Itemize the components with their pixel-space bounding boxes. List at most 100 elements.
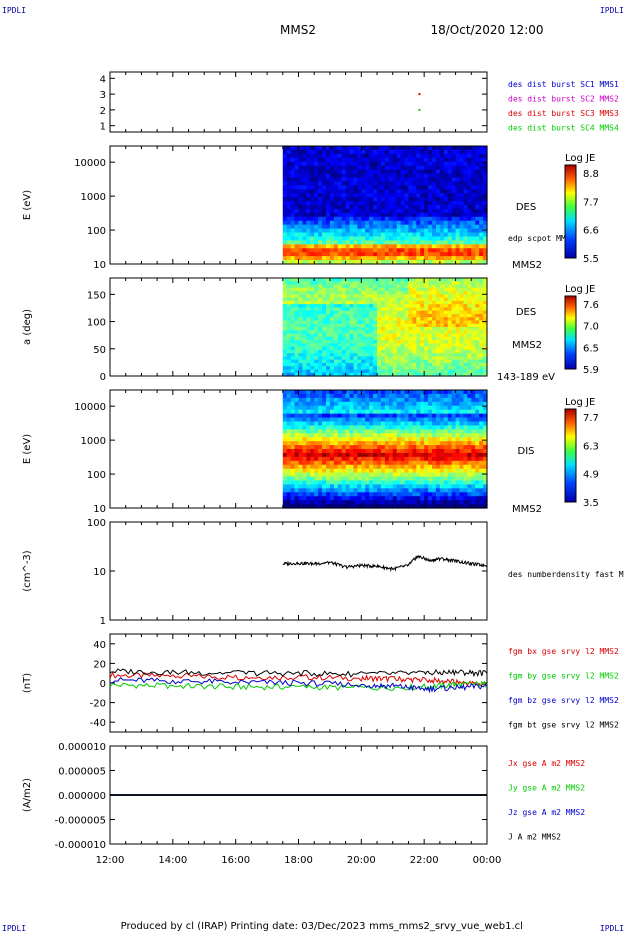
spectrogram-cell (290, 417, 296, 423)
spectrogram-cell (302, 236, 307, 241)
spectrogram-cell (420, 177, 425, 182)
spectrogram-cell (373, 333, 378, 338)
spectrogram-cell (463, 349, 468, 354)
spectrogram-cell (384, 201, 390, 206)
spectrogram-cell (455, 336, 461, 341)
spectrogram-cell (302, 228, 307, 234)
spectrogram-cell (439, 336, 445, 341)
spectrogram-cell (475, 369, 480, 374)
spectrogram-cell (479, 224, 484, 230)
spectrogram-cell (349, 161, 355, 167)
spectrogram-cell (349, 216, 355, 222)
spectrogram-cell (349, 500, 355, 505)
spectrogram-cell (428, 153, 433, 159)
spectrogram-cell (380, 220, 386, 226)
spectrogram-cell (435, 216, 441, 222)
spectrogram-cell (290, 401, 296, 407)
spectrogram-cell (400, 256, 406, 261)
spectrogram-cell (424, 472, 429, 478)
spectrogram-cell (412, 181, 417, 186)
spectrogram-cell (388, 425, 394, 430)
spectrogram-cell (329, 397, 335, 403)
spectrogram-cell (459, 317, 465, 322)
spectrogram-cell (428, 390, 433, 395)
spectrogram-cell (479, 146, 484, 151)
spectrogram-cell (373, 181, 378, 186)
spectrogram-cell (384, 307, 390, 312)
spectrogram-cell (424, 372, 429, 377)
spectrogram-cell (322, 224, 327, 230)
spectrogram-cell (467, 397, 472, 403)
spectrogram-cell (404, 456, 410, 462)
spectrogram-cell (384, 236, 390, 241)
spectrogram-cell (479, 297, 484, 302)
spectrogram-cell (447, 165, 453, 171)
spectrogram-cell (310, 208, 315, 214)
spectrogram-cell (357, 291, 362, 295)
spectrogram-cell (333, 193, 339, 198)
spectrogram-cell (435, 224, 441, 230)
spectrogram-cell (424, 216, 429, 222)
spectrogram-cell (302, 449, 307, 454)
spectrogram-cell (341, 366, 347, 371)
spectrogram-cell (483, 232, 488, 238)
panel-frame (109, 71, 488, 133)
spectrogram-cell (432, 437, 437, 442)
spectrogram-cell (455, 343, 461, 348)
spectrogram-cell (294, 310, 300, 315)
spectrogram-cell (325, 425, 331, 430)
spectrogram-cell (310, 343, 315, 348)
spectrogram-cell (314, 260, 319, 265)
spectrogram-cell (357, 236, 362, 241)
spectrogram-cell (384, 401, 390, 407)
spectrogram-cell (365, 405, 370, 411)
spectrogram-cell (396, 425, 402, 430)
spectrogram-cell (408, 488, 413, 493)
spectrogram-cell (322, 437, 327, 442)
spectrogram-cell (463, 146, 468, 151)
spectrogram-cell (435, 248, 441, 253)
spectrogram-cell (329, 297, 335, 302)
spectrogram-cell (298, 256, 304, 261)
spectrogram-cell (384, 300, 390, 305)
spectrogram-cell (318, 456, 323, 462)
spectrogram-cell (314, 496, 319, 501)
spectrogram-cell (337, 372, 343, 377)
spectrogram-cell (318, 437, 323, 442)
spectrogram-cell (373, 294, 378, 299)
spectrogram-cell (361, 476, 366, 482)
spectrogram-cell (483, 228, 488, 234)
spectrogram-cell (432, 456, 437, 462)
spectrogram-cell (298, 452, 304, 458)
spectrogram-cell (463, 421, 468, 426)
spectrogram-cell (404, 401, 410, 407)
spectrogram-cells (282, 146, 488, 265)
spectrogram-cell (392, 468, 398, 474)
spectrogram-cell (290, 201, 296, 206)
spectrogram-cell (325, 252, 331, 257)
spectrogram-cell (302, 294, 307, 299)
spectrogram-cell (353, 409, 359, 415)
spectrogram-cell (483, 161, 488, 167)
spectrogram-cell (388, 220, 394, 226)
spectrogram-cell (318, 390, 323, 395)
spectrogram-cell (451, 212, 457, 218)
spectrogram-cell (400, 161, 406, 167)
spectrogram-cell (361, 284, 366, 289)
spectrogram-cell (439, 397, 445, 403)
spectrogram-cell (357, 157, 362, 163)
spectrogram-cell (365, 433, 370, 438)
spectrogram-cell (353, 500, 359, 505)
spectrogram-cell (384, 421, 390, 426)
spectrogram-cell (322, 208, 327, 214)
spectrogram-cell (424, 409, 429, 415)
spectrogram-cell (408, 441, 413, 446)
spectrogram-cell (290, 333, 296, 338)
spectrogram-cell (329, 216, 335, 222)
spectrogram-cell (455, 189, 461, 194)
spectrogram-cell (396, 320, 402, 325)
spectrogram-cell (475, 327, 480, 331)
spectrogram-cell (443, 256, 449, 261)
spectrogram-cell (345, 220, 351, 226)
spectrogram-cell (447, 252, 453, 257)
